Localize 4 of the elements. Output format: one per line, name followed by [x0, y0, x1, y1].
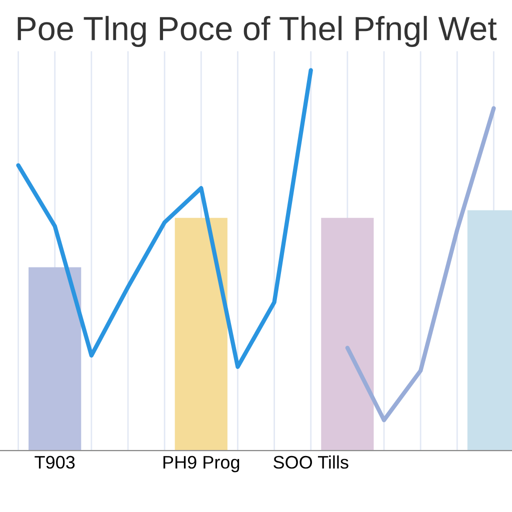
x-tick-label: T903 — [34, 456, 75, 469]
x-tick-label: SOO Tills — [274, 455, 348, 469]
chart-title: Poe Tlng Poce of Thel Pfngl Wet — [18, 16, 497, 48]
x-tick-label: PH9 Prog — [163, 456, 240, 472]
